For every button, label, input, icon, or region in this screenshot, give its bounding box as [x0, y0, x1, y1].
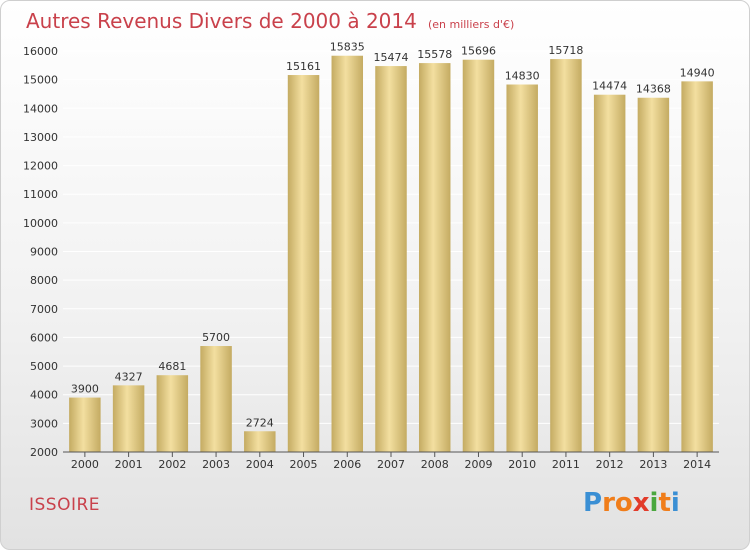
y-tick-label: 3000 — [30, 417, 58, 430]
bar-value-label: 15696 — [461, 45, 496, 58]
bar — [244, 431, 276, 452]
y-tick-label: 6000 — [30, 331, 58, 344]
bar — [112, 385, 145, 452]
y-tick-label: 9000 — [30, 246, 58, 259]
logo-letter: i — [649, 488, 659, 518]
logo-letter: t — [658, 488, 671, 518]
x-tick-label: 2014 — [683, 458, 711, 471]
x-tick-label: 2007 — [377, 458, 405, 471]
x-tick-label: 2003 — [202, 458, 230, 471]
y-tick-label: 7000 — [30, 303, 58, 316]
bar-value-label: 4681 — [158, 360, 186, 373]
x-tick-label: 2009 — [464, 458, 492, 471]
y-tick-label: 5000 — [30, 360, 58, 373]
bar-value-label: 14830 — [505, 70, 540, 83]
bar — [156, 375, 189, 452]
bar-value-label: 3900 — [71, 383, 99, 396]
y-tick-label: 11000 — [23, 188, 58, 201]
bar — [69, 397, 101, 452]
bar-value-label: 5700 — [202, 331, 230, 344]
y-tick-label: 16000 — [23, 45, 58, 58]
bar — [506, 84, 538, 452]
bar-value-label: 15578 — [417, 48, 452, 61]
x-tick-label: 2012 — [596, 458, 624, 471]
bar-value-label: 14368 — [636, 83, 671, 96]
x-tick-label: 2005 — [290, 458, 318, 471]
x-tick-label: 2010 — [508, 458, 536, 471]
city-label: ISSOIRE — [29, 495, 101, 515]
x-tick-label: 2013 — [639, 458, 667, 471]
bar-value-label: 15474 — [374, 51, 409, 64]
x-tick-label: 2001 — [115, 458, 143, 471]
title-block: Autres Revenus Divers de 2000 à 2014 (en… — [26, 9, 514, 33]
proxiti-logo: Proxiti — [583, 488, 680, 518]
x-tick-label: 2002 — [158, 458, 186, 471]
chart-subtitle: (en milliers d'€) — [427, 18, 515, 31]
bar — [287, 75, 320, 452]
chart-title: Autres Revenus Divers de 2000 à 2014 — [26, 9, 417, 33]
y-tick-label: 2000 — [30, 446, 58, 459]
bar-value-label: 15835 — [330, 41, 365, 54]
bar-value-label: 14474 — [592, 80, 627, 93]
logo-letter: x — [632, 488, 650, 518]
y-tick-label: 8000 — [30, 274, 58, 287]
bar — [637, 97, 670, 452]
x-tick-label: 2000 — [71, 458, 99, 471]
y-tick-label: 13000 — [23, 131, 58, 144]
bar-value-label: 15718 — [548, 44, 583, 57]
y-tick-label: 14000 — [23, 102, 58, 115]
x-tick-label: 2004 — [246, 458, 274, 471]
y-tick-label: 4000 — [30, 389, 58, 402]
y-tick-label: 15000 — [23, 74, 58, 87]
y-tick-label: 12000 — [23, 160, 58, 173]
y-tick-label: 10000 — [23, 217, 58, 230]
bar — [550, 59, 582, 453]
bar-value-label: 4327 — [115, 370, 143, 383]
bar-value-label: 14940 — [680, 66, 715, 79]
bar — [375, 66, 407, 453]
bar-value-label: 2724 — [246, 416, 274, 429]
bar — [331, 55, 364, 452]
x-tick-label: 2008 — [421, 458, 449, 471]
logo-letter: r — [602, 488, 615, 518]
x-tick-label: 2006 — [333, 458, 361, 471]
bar-value-label: 15161 — [286, 60, 321, 73]
bar — [462, 59, 495, 452]
bar — [418, 63, 451, 453]
x-tick-label: 2011 — [552, 458, 580, 471]
bar — [681, 81, 713, 453]
logo-letter: o — [614, 488, 633, 518]
logo-letter: i — [670, 488, 680, 518]
bar — [200, 346, 232, 452]
logo-letter: P — [583, 488, 603, 518]
bar — [593, 94, 626, 453]
